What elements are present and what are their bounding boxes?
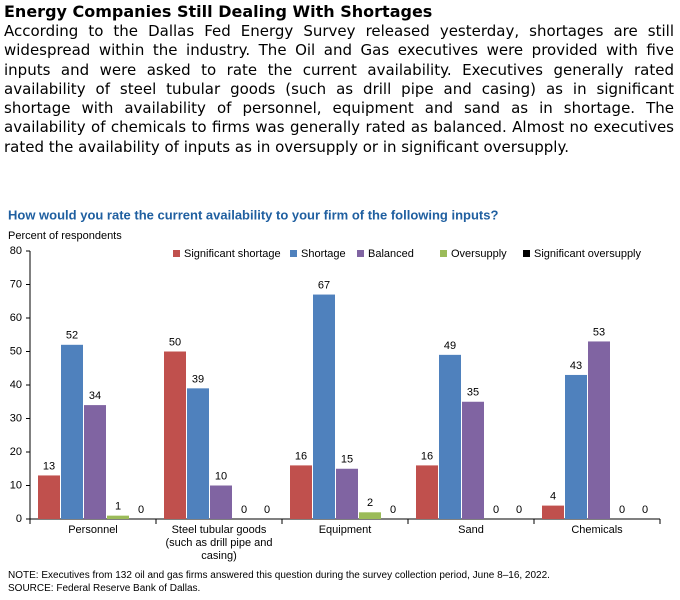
data-label: 1 — [115, 501, 121, 513]
y-tick-label: 30 — [10, 412, 22, 424]
legend-swatch — [290, 250, 297, 257]
bar — [38, 475, 60, 519]
bar — [416, 465, 438, 519]
chart-title: How would you rate the current availabil… — [8, 207, 498, 222]
data-label: 0 — [642, 504, 648, 516]
bar — [336, 468, 358, 519]
y-tick-label: 20 — [10, 446, 22, 458]
y-tick-label: 0 — [16, 513, 22, 525]
x-tick-label: Chemicals — [571, 524, 623, 536]
legend-swatch — [357, 250, 364, 257]
bar — [107, 515, 129, 519]
data-label: 10 — [215, 470, 227, 482]
data-label: 52 — [66, 330, 78, 342]
data-label: 16 — [295, 450, 307, 462]
data-label: 0 — [264, 504, 270, 516]
article-text: According to the Dallas Fed Energy Surve… — [4, 22, 674, 156]
data-label: 49 — [444, 340, 456, 352]
data-label: 0 — [516, 504, 522, 516]
headline: Energy Companies Still Dealing With Shor… — [4, 2, 433, 21]
data-label: 53 — [593, 326, 605, 338]
y-tick-label: 40 — [10, 379, 22, 391]
x-tick-label: Personnel — [68, 524, 118, 536]
bar — [210, 485, 232, 519]
legend-label: Oversupply — [451, 248, 507, 260]
legend-label: Shortage — [301, 248, 346, 260]
x-tick-label: Steel tubular goods (such as drill pipe … — [165, 524, 273, 562]
data-label: 4 — [550, 491, 556, 503]
data-label: 2 — [367, 497, 373, 509]
y-tick-label: 80 — [10, 245, 22, 257]
y-tick-label: 60 — [10, 312, 22, 324]
data-label: 0 — [241, 504, 247, 516]
bar — [84, 405, 106, 519]
data-label: 0 — [390, 504, 396, 516]
data-label: 15 — [341, 454, 353, 466]
data-label: 50 — [169, 336, 181, 348]
legend-label: Balanced — [368, 248, 414, 260]
data-label: 0 — [138, 504, 144, 516]
data-label: 39 — [192, 373, 204, 385]
y-tick-label: 10 — [10, 479, 22, 491]
source: SOURCE: Federal Reserve Bank of Dallas. — [8, 583, 201, 594]
bar — [439, 354, 461, 519]
data-label: 43 — [570, 360, 582, 372]
data-label: 67 — [318, 279, 330, 291]
x-tick-label: Sand — [458, 524, 484, 536]
data-label: 34 — [89, 390, 101, 402]
bar — [542, 505, 564, 519]
bar — [61, 344, 83, 519]
bar — [588, 341, 610, 519]
bar — [187, 388, 209, 519]
data-label: 13 — [43, 460, 55, 472]
legend-swatch — [440, 250, 447, 257]
bar — [462, 401, 484, 519]
y-tick-label: 70 — [10, 278, 22, 290]
legend-swatch — [523, 250, 530, 257]
bar — [565, 374, 587, 519]
bar — [359, 512, 381, 519]
legend-swatch — [173, 250, 180, 257]
data-label: 16 — [421, 450, 433, 462]
bar — [164, 351, 186, 519]
data-label: 35 — [467, 387, 479, 399]
legend-label: Significant oversupply — [534, 248, 642, 260]
legend-label: Significant shortage — [184, 248, 281, 260]
y-tick-label: 50 — [10, 345, 22, 357]
y-axis-label: Percent of respondents — [8, 230, 122, 242]
data-label: 0 — [619, 504, 625, 516]
note: NOTE: Executives from 132 oil and gas fi… — [8, 570, 550, 581]
bar — [313, 294, 335, 519]
data-label: 0 — [493, 504, 499, 516]
x-tick-label: Equipment — [318, 524, 372, 536]
bar — [290, 465, 312, 519]
